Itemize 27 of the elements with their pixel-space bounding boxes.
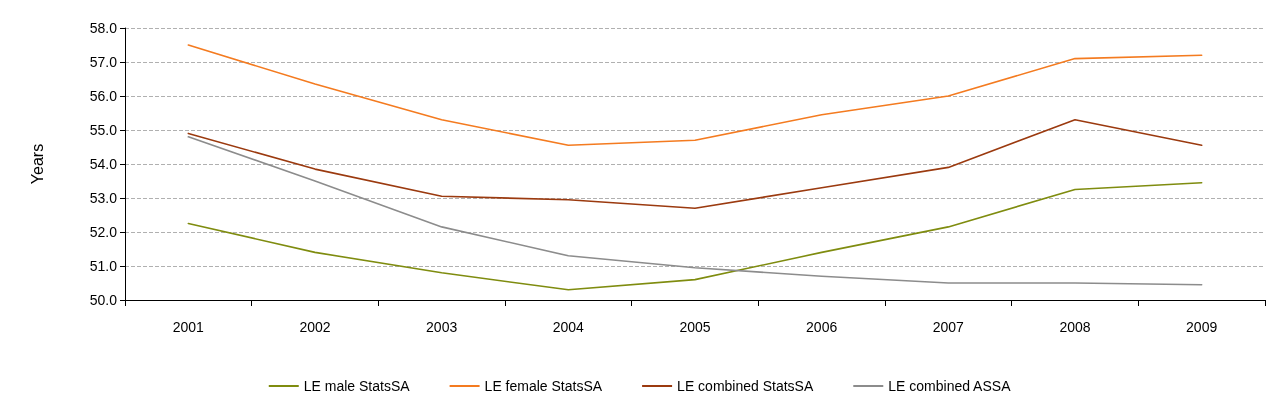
legend-label: LE combined ASSA xyxy=(888,378,1012,394)
x-tick-label: 2004 xyxy=(552,319,585,335)
x-tick-label: 2002 xyxy=(299,319,331,335)
y-tick-label: 54.0 xyxy=(89,156,118,172)
y-tick-label: 50.0 xyxy=(89,292,118,308)
y-axis-title: Years xyxy=(28,143,46,185)
x-tick-label: 2003 xyxy=(426,319,458,335)
x-tick-label: 2006 xyxy=(806,319,838,335)
x-tick-label: 2008 xyxy=(1059,319,1091,335)
line-series xyxy=(187,44,1203,147)
y-tick-label: 55.0 xyxy=(89,122,118,138)
y-tick-label: 52.0 xyxy=(89,224,118,240)
line-series xyxy=(187,136,1203,286)
legend-label: LE combined StatsSA xyxy=(677,378,814,394)
x-tick-label: 2007 xyxy=(932,319,965,335)
y-tick-label: 53.0 xyxy=(89,190,118,206)
y-tick-label: 56.0 xyxy=(89,88,118,104)
legend-label: LE female StatsSA xyxy=(484,378,603,394)
y-tick-label: 51.0 xyxy=(89,258,118,274)
line-series xyxy=(187,181,1203,291)
y-tick-label: 58.0 xyxy=(89,20,118,36)
x-tick-label: 2005 xyxy=(679,319,711,335)
line-series xyxy=(187,119,1203,209)
x-tick-label: 2001 xyxy=(172,319,205,335)
y-tick-label: 57.0 xyxy=(89,54,118,70)
legend-label: LE male StatsSA xyxy=(303,378,411,394)
x-tick-label: 2009 xyxy=(1186,319,1218,335)
